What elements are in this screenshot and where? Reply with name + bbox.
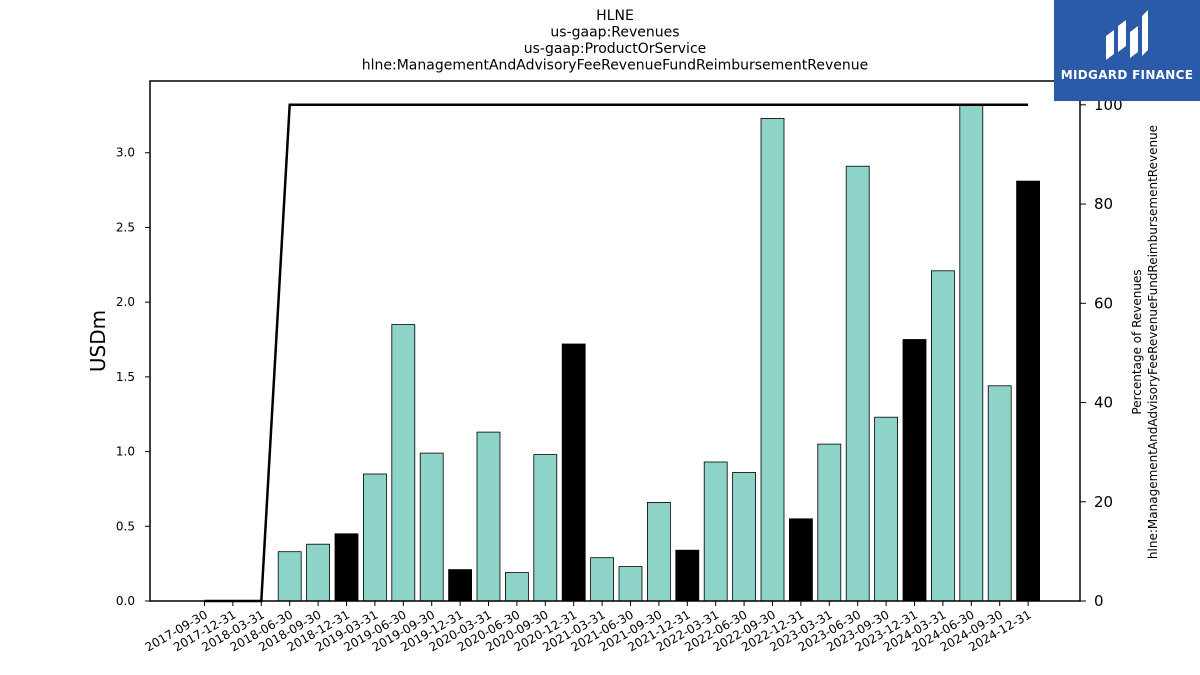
bar-2020-06-30 [504, 572, 529, 602]
bar-2021-12-31 [675, 549, 700, 602]
bar-2023-03-31 [817, 443, 842, 602]
bar-2022-12-31 [789, 518, 813, 602]
bar-2020-09-30 [533, 454, 558, 602]
percentage-line-series [204, 103, 1029, 603]
y-tick-label: 2.0 [116, 295, 135, 309]
y-right-label-line: hlne:ManagementAndAdvisoryFeeRevenueFund… [1146, 125, 1160, 559]
y-tick-label: 2.5 [116, 220, 135, 234]
y-axis-left: 0.0 0.5 1.0 1.5 2.0 2.5 3.0 [116, 146, 150, 608]
bar-2021-06-30 [618, 566, 643, 602]
y-right-label-line: Percentage of Revenues [1130, 269, 1144, 414]
title-line: HLNE [596, 8, 634, 24]
title-line: hlne:ManagementAndAdvisoryFeeRevenueFund… [362, 58, 868, 74]
bar-2023-09-30 [874, 416, 898, 602]
y-tick-label: 1.5 [116, 370, 135, 384]
bar-2024-03-31 [931, 270, 955, 602]
midgard-finance-logo: MIDGARD FINANCE [1054, 0, 1200, 101]
bar-2024-06-30 [959, 104, 984, 602]
bar-2022-06-30 [732, 472, 756, 602]
y-tick-label: 0.0 [116, 594, 135, 608]
y-tick-label: 0.5 [116, 519, 135, 533]
y-right-tick-label: 40 [1094, 394, 1113, 412]
y-tick-label: 1.0 [116, 445, 135, 459]
midgard-logo-icon [1106, 10, 1148, 60]
bar-2023-06-30 [845, 165, 870, 602]
bar-2023-12-31 [902, 339, 927, 602]
y-right-tick-label: 20 [1094, 493, 1113, 511]
bar-2021-09-30 [647, 501, 671, 602]
x-axis: 2017-09-302017-12-312018-03-312018-06-30… [143, 601, 1034, 654]
bar-2024-09-30 [987, 385, 1012, 602]
bar-2022-09-30 [760, 118, 785, 602]
bar-2019-06-30 [391, 324, 416, 602]
y-right-tick-label: 0 [1094, 592, 1104, 610]
bar-2018-06-30 [277, 551, 302, 602]
y-right-tick-label: 80 [1094, 195, 1113, 213]
percentage-line [204, 103, 1029, 603]
bar-series [277, 104, 1040, 602]
y-right-tick-label: 60 [1094, 294, 1113, 312]
plot-frame [149, 80, 1081, 602]
bar-2024-12-31 [1016, 180, 1040, 602]
bar-2020-12-31 [561, 343, 586, 602]
logo-text: MIDGARD FINANCE [1060, 68, 1194, 82]
bar-2020-03-31 [476, 431, 501, 602]
bar-2018-09-30 [306, 543, 331, 602]
y-tick-label: 3.0 [116, 146, 135, 160]
y-axis-label: USDm [86, 310, 110, 372]
title-line: us-gaap:ProductOrService [524, 41, 707, 57]
bar-2019-12-31 [448, 569, 473, 602]
bar-2021-03-31 [590, 557, 614, 602]
bar-2019-03-31 [362, 473, 387, 602]
title-line: us-gaap:Revenues [550, 25, 679, 41]
y-axis-right-label: Percentage of Revenues hlne:ManagementAnd… [1130, 125, 1160, 559]
chart-title: HLNEus-gaap:Revenuesus-gaap:ProductOrSer… [362, 8, 868, 74]
bar-2018-12-31 [334, 533, 359, 602]
bar-2019-09-30 [419, 452, 444, 602]
bar-2022-03-31 [703, 461, 728, 602]
